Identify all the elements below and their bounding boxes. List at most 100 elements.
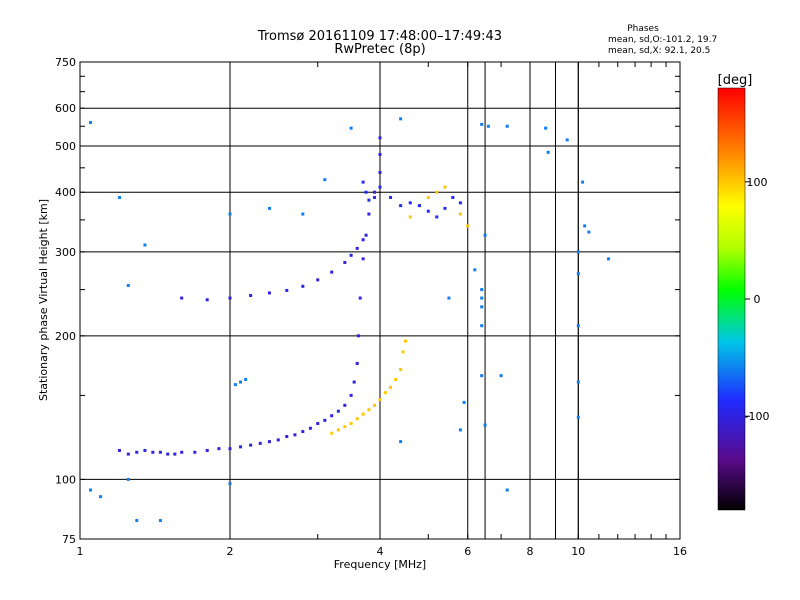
data-point (323, 178, 327, 182)
data-point (544, 126, 548, 130)
data-point (117, 448, 121, 452)
data-point (587, 230, 591, 234)
data-point (267, 291, 271, 295)
data-point (389, 385, 393, 389)
data-point (458, 201, 462, 205)
data-point (364, 233, 368, 237)
data-point (316, 421, 320, 425)
data-point (343, 403, 347, 407)
y-tick-label: 300 (55, 246, 76, 259)
y-tick-label: 400 (55, 186, 76, 199)
data-point (143, 243, 147, 247)
data-point (151, 450, 155, 454)
data-point (143, 448, 147, 452)
colorbar (717, 87, 746, 511)
data-point (607, 257, 611, 261)
data-point (408, 201, 412, 205)
colorbar-tick-label: 100 (747, 176, 768, 189)
data-point (89, 121, 93, 125)
data-point (435, 190, 439, 194)
data-point (373, 195, 377, 199)
y-axis-label: Stationary phase Virtual Height [km] (37, 199, 50, 401)
data-point (576, 272, 580, 276)
data-point (228, 447, 232, 451)
data-point (193, 450, 197, 454)
data-point (349, 126, 353, 130)
data-point (285, 288, 289, 292)
phase-stats-o: mean, sd,O:-101.2, 19.7 (608, 35, 717, 45)
colorbar-label: [deg] (718, 73, 753, 88)
chart-subtitle: RwPretec (8p) (334, 42, 425, 57)
x-tick-label: 4 (377, 545, 384, 558)
data-point (89, 488, 93, 492)
x-tick-label: 2 (227, 545, 234, 558)
data-point (343, 260, 347, 264)
data-point (117, 195, 121, 199)
x-tick-label: 6 (464, 545, 471, 558)
y-tick-label: 100 (55, 473, 76, 486)
data-point (378, 152, 382, 156)
data-point (301, 284, 305, 288)
data-point (330, 414, 334, 418)
data-point (356, 334, 360, 338)
y-tick-label: 750 (55, 56, 76, 69)
data-point (565, 138, 569, 142)
data-point (458, 212, 462, 216)
data-point (249, 293, 253, 297)
colorbar-ticks: 100 0 -100 (745, 176, 770, 423)
data-point (399, 204, 403, 208)
data-point (249, 443, 253, 447)
data-point (576, 380, 580, 384)
data-point (228, 482, 232, 486)
data-point (361, 238, 365, 242)
data-point (394, 377, 398, 381)
data-point (367, 212, 371, 216)
data-point (99, 495, 103, 499)
data-points (89, 117, 611, 523)
data-point (480, 324, 484, 328)
data-point (499, 374, 503, 378)
data-point (480, 374, 484, 378)
data-point (158, 519, 162, 523)
data-point (361, 180, 365, 184)
data-point (466, 224, 470, 228)
data-point (180, 296, 184, 300)
data-point (483, 423, 487, 427)
y-tick-label: 600 (55, 102, 76, 115)
data-point (228, 296, 232, 300)
data-point (576, 324, 580, 328)
data-point (205, 448, 209, 452)
x-tick-label: 1 (77, 545, 84, 558)
data-point (361, 257, 365, 261)
data-point (505, 124, 509, 128)
data-point (378, 136, 382, 140)
data-point (373, 403, 377, 407)
data-point (576, 250, 580, 254)
data-point (180, 450, 184, 454)
data-point (355, 246, 359, 250)
data-point (364, 190, 368, 194)
data-point (546, 150, 550, 154)
data-point (581, 180, 585, 184)
gridlines (80, 62, 680, 539)
x-tick-label: 10 (571, 545, 585, 558)
data-point (483, 233, 487, 237)
data-point (458, 428, 462, 432)
data-point (244, 377, 248, 381)
data-point (408, 215, 412, 219)
phase-stats-x: mean, sd,X: 92.1, 20.5 (608, 46, 710, 56)
data-point (126, 477, 130, 481)
data-point (349, 393, 353, 397)
data-point (323, 418, 327, 422)
data-point (301, 212, 305, 216)
data-point (358, 296, 362, 300)
data-point (336, 428, 340, 432)
data-point (480, 305, 484, 309)
data-point (361, 412, 365, 416)
data-point (330, 270, 334, 274)
data-point (349, 421, 353, 425)
y-tick-label: 200 (55, 330, 76, 343)
data-point (239, 445, 243, 449)
data-point (367, 408, 371, 412)
data-point (383, 391, 387, 395)
